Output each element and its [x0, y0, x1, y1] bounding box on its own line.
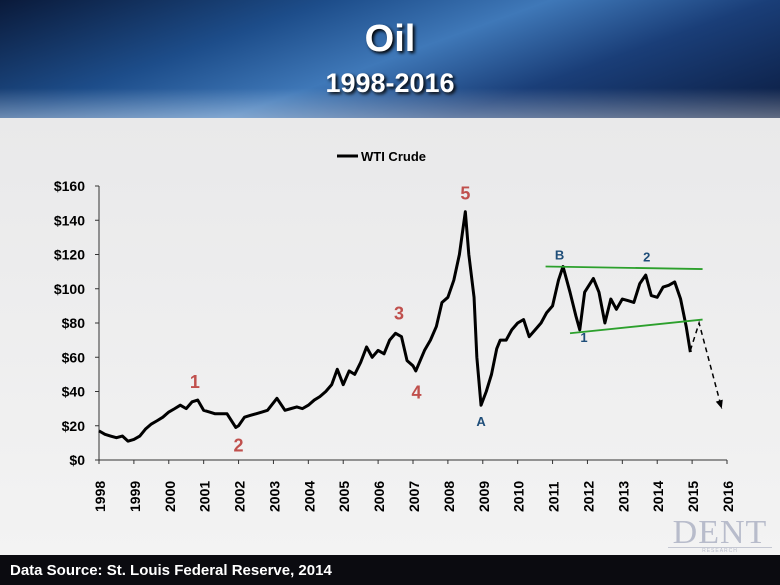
wave-label: 2	[643, 249, 650, 264]
wave-label: 2	[234, 435, 244, 455]
wave-label: 1	[190, 372, 200, 392]
x-tick-label: 2007	[406, 481, 422, 512]
x-tick-label: 2003	[266, 481, 282, 512]
wave-label: B	[555, 248, 564, 263]
wave-label: 5	[460, 184, 470, 204]
projection-dashed-arrow	[689, 320, 723, 409]
header-banner: Oil 1998-2016	[0, 0, 780, 118]
x-tick-label: 2004	[301, 481, 317, 512]
x-tick-label: 2006	[371, 481, 387, 512]
slide-title: Oil	[364, 18, 416, 60]
x-tick-label: 2002	[232, 481, 248, 512]
wave-label: 1	[580, 330, 587, 345]
wti-crude-line	[98, 210, 692, 443]
logo-subtext: RESEARCH	[668, 547, 772, 554]
legend-label: WTI Crude	[361, 149, 426, 164]
wave-label: 4	[411, 382, 421, 402]
channel-trendline	[569, 318, 703, 335]
arrowhead	[715, 399, 723, 409]
x-tick-label: 2010	[511, 481, 527, 512]
x-tick-label: 2009	[476, 481, 492, 512]
y-tick-label: $100	[54, 281, 85, 297]
x-tick-label: 2013	[615, 481, 631, 512]
y-tick-label: $20	[62, 418, 86, 434]
data-source-text: Data Source: St. Louis Federal Reserve, …	[10, 562, 332, 579]
x-tick-label: 2012	[580, 481, 596, 512]
wave-label: 3	[394, 304, 404, 324]
y-tick-label: $60	[62, 349, 86, 365]
channel-trendline	[545, 265, 703, 270]
wave-label: A	[476, 414, 486, 429]
slide-body	[0, 118, 780, 555]
x-tick-label: 2000	[162, 481, 178, 512]
x-tick-label: 2014	[650, 481, 666, 512]
logo-text: DENT	[672, 514, 768, 551]
x-tick-label: 1998	[92, 481, 108, 512]
x-tick-label: 2005	[336, 481, 352, 512]
x-tick-label: 2011	[546, 481, 562, 512]
y-tick-label: $160	[54, 178, 85, 194]
x-tick-label: 2008	[441, 481, 457, 512]
y-tick-label: $40	[62, 384, 86, 400]
y-tick-label: $0	[69, 452, 85, 468]
x-tick-label: 1999	[127, 481, 143, 512]
y-tick-label: $80	[62, 315, 86, 331]
y-tick-label: $140	[54, 212, 85, 228]
dent-research-logo: DENT RESEARCH	[668, 514, 772, 554]
x-tick-label: 2016	[720, 481, 736, 512]
y-tick-label: $120	[54, 247, 85, 263]
x-tick-label: 2001	[197, 481, 213, 512]
x-tick-label: 2015	[685, 481, 701, 512]
footer-bar: Data Source: St. Louis Federal Reserve, …	[0, 555, 780, 585]
